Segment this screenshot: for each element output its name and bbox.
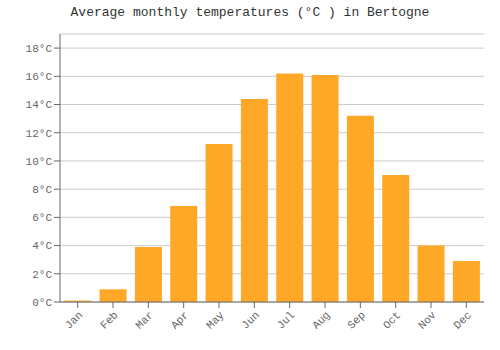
svg-text:Dec: Dec	[451, 309, 473, 331]
html-text:Average monthly temperatures (: Average monthly temperatures (°C ) in Be…	[70, 5, 430, 20]
svg-text:10°C: 10°C	[26, 156, 53, 168]
svg-text:16°C: 16°C	[26, 71, 53, 83]
svg-text:Sep: Sep	[345, 309, 367, 331]
svg-text:2°C: 2°C	[32, 269, 52, 281]
svg-text:12°C: 12°C	[26, 128, 53, 140]
svg-text:Aug: Aug	[310, 309, 332, 331]
svg-text:Jan: Jan	[63, 309, 85, 331]
svg-text:Mar: Mar	[133, 309, 155, 331]
svg-text:18°C: 18°C	[26, 43, 53, 55]
svg-text:Feb: Feb	[98, 309, 120, 331]
svg-text:8°C: 8°C	[32, 184, 52, 196]
svg-text:Apr: Apr	[169, 309, 191, 331]
svg-text:4°C: 4°C	[32, 240, 52, 252]
svg-text:Jun: Jun	[239, 309, 261, 331]
svg-text:Jul: Jul	[275, 309, 297, 331]
svg-text:0°C: 0°C	[32, 297, 52, 309]
svg-text:May: May	[204, 309, 227, 332]
svg-text:14°C: 14°C	[26, 99, 53, 111]
svg-text:Nov: Nov	[416, 309, 439, 332]
svg-text:6°C: 6°C	[32, 212, 52, 224]
svg-text:Oct: Oct	[381, 309, 403, 331]
